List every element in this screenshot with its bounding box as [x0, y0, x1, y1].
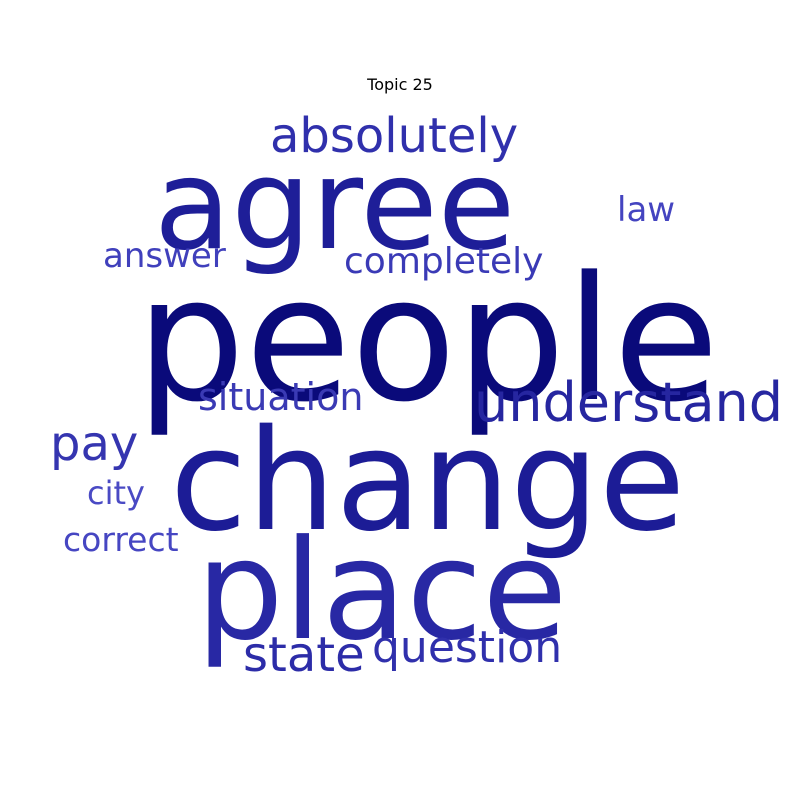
word-people: people: [136, 239, 720, 440]
word-correct: correct: [63, 520, 179, 559]
word-understand: understand: [474, 371, 784, 434]
word-absolutely: absolutely: [270, 108, 519, 164]
word-law: law: [617, 190, 676, 230]
word-city: city: [87, 474, 145, 512]
word-situation: situation: [198, 375, 364, 419]
word-state: state: [243, 627, 365, 683]
word-completely: completely: [344, 241, 544, 282]
word-place: place: [196, 510, 568, 671]
word-answer: answer: [103, 236, 226, 276]
word-change: change: [170, 400, 686, 563]
word-question: question: [372, 622, 563, 673]
word-pay: pay: [50, 416, 139, 472]
chart-title: Topic 25: [367, 75, 433, 94]
word-agree: agree: [154, 131, 516, 278]
